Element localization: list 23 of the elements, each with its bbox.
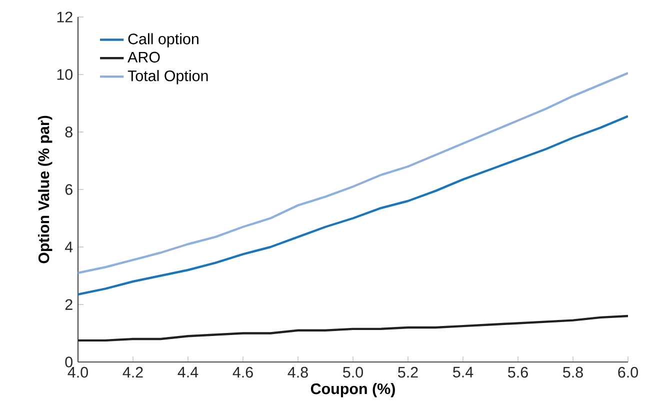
y-tick-label: 0: [65, 356, 72, 368]
legend-label: Call option: [128, 33, 198, 48]
x-tick-label: 6.0: [618, 366, 638, 378]
x-tick-label: 4.6: [232, 366, 253, 378]
y-tick-label: 8: [65, 126, 72, 138]
x-tick-label: 4.8: [288, 366, 308, 378]
x-tick-label: 5.0: [343, 366, 363, 378]
y-tick-label: 12: [57, 12, 72, 22]
y-tick-label: 2: [65, 299, 72, 310]
legend-label: Total Option: [128, 70, 208, 84]
x-tick-label: 5.4: [453, 366, 474, 378]
x-axis-title: Coupon (%): [310, 383, 395, 398]
x-tick-label: 4.2: [122, 366, 143, 378]
x-tick-label: 4.0: [68, 366, 88, 378]
y-tick-label: 4: [64, 242, 73, 252]
y-tick-label: 10: [57, 69, 72, 80]
x-tick-label: 5.2: [398, 366, 418, 378]
legend-label: ARO: [128, 52, 160, 63]
x-tick-label: 4.4: [178, 366, 198, 378]
y-axis-title: Option Value (% par): [38, 116, 52, 264]
x-tick-label: 5.8: [563, 366, 583, 378]
x-tick-label: 5.6: [508, 366, 528, 378]
y-tick-label: 6: [65, 184, 72, 195]
